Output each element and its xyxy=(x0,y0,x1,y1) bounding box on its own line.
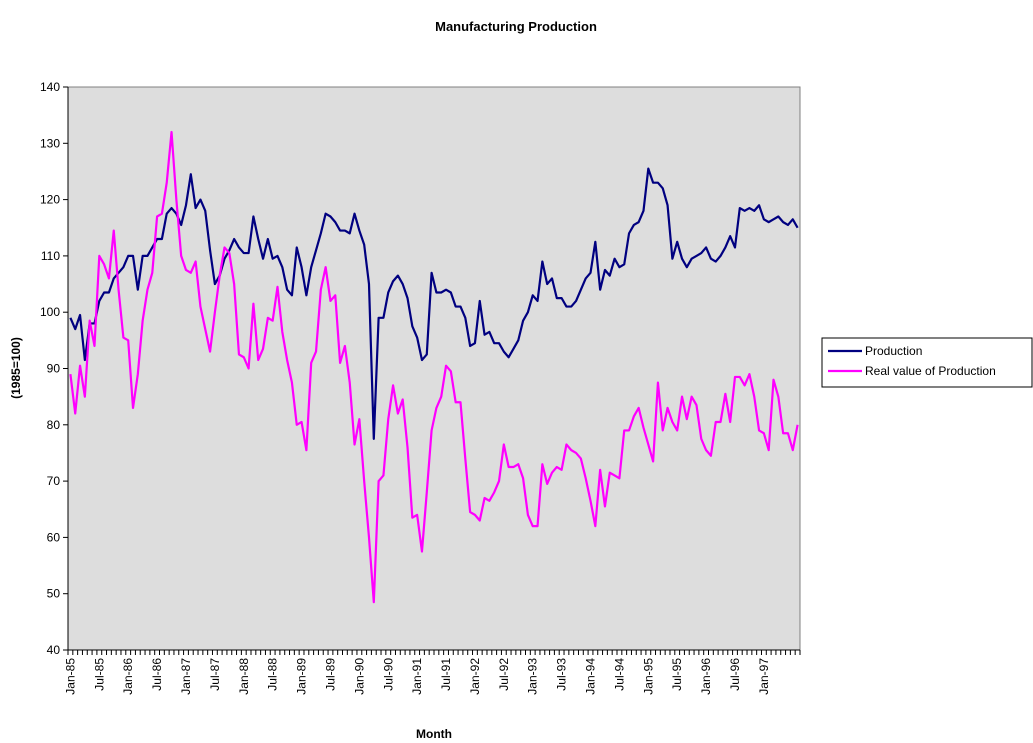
x-tick-label: Jul-88 xyxy=(266,658,280,691)
legend-label: Real value of Production xyxy=(865,364,996,378)
x-tick-label: Jan-87 xyxy=(179,658,193,695)
x-tick-label: Jan-86 xyxy=(121,658,135,695)
y-axis-label: (1985=100) xyxy=(9,337,23,399)
y-tick-label: 90 xyxy=(47,362,61,376)
y-tick-label: 70 xyxy=(47,474,61,488)
x-tick-label: Jul-94 xyxy=(612,658,626,691)
x-tick-label: Jul-85 xyxy=(92,658,106,691)
y-tick-label: 40 xyxy=(47,643,61,657)
x-tick-label: Jul-89 xyxy=(323,658,337,691)
series-line xyxy=(69,130,799,604)
x-tick-label: Jan-95 xyxy=(641,658,655,695)
x-tick-label: Jan-90 xyxy=(352,658,366,695)
plot-area xyxy=(67,86,801,651)
chart-title: Manufacturing Production xyxy=(435,19,597,34)
y-tick-label: 130 xyxy=(40,136,60,150)
y-tick-label: 50 xyxy=(47,587,61,601)
x-tick-label: Jan-88 xyxy=(237,658,251,695)
y-tick-label: 100 xyxy=(40,305,60,319)
x-tick-label: Jul-90 xyxy=(381,658,395,691)
x-tick-label: Jul-95 xyxy=(670,658,684,691)
x-tick-label: Jan-96 xyxy=(699,658,713,695)
x-tick-label: Jan-97 xyxy=(757,658,771,695)
x-tick-label: Jul-92 xyxy=(497,658,511,691)
y-tick-label: 140 xyxy=(40,80,60,94)
legend-label: Production xyxy=(865,344,922,358)
y-tick-label: 60 xyxy=(47,530,61,544)
x-tick-label: Jan-85 xyxy=(63,658,77,695)
legend xyxy=(821,337,1033,388)
x-tick-label: Jan-91 xyxy=(410,658,424,695)
x-tick-label: Jul-91 xyxy=(439,658,453,691)
series-line xyxy=(69,167,799,440)
x-tick-label: Jan-93 xyxy=(526,658,540,695)
x-tick-label: Jul-93 xyxy=(555,658,569,691)
x-tick-label: Jul-96 xyxy=(728,658,742,691)
x-tick-label: Jan-89 xyxy=(295,658,309,695)
y-tick-label: 110 xyxy=(41,249,60,263)
x-tick-label: Jan-92 xyxy=(468,658,482,695)
x-axis-label: Month xyxy=(416,727,452,741)
y-tick-label: 120 xyxy=(40,193,60,207)
x-tick-label: Jul-87 xyxy=(208,658,222,691)
x-tick-label: Jul-86 xyxy=(150,658,164,691)
y-tick-label: 80 xyxy=(47,418,61,432)
x-tick-label: Jan-94 xyxy=(584,658,598,695)
